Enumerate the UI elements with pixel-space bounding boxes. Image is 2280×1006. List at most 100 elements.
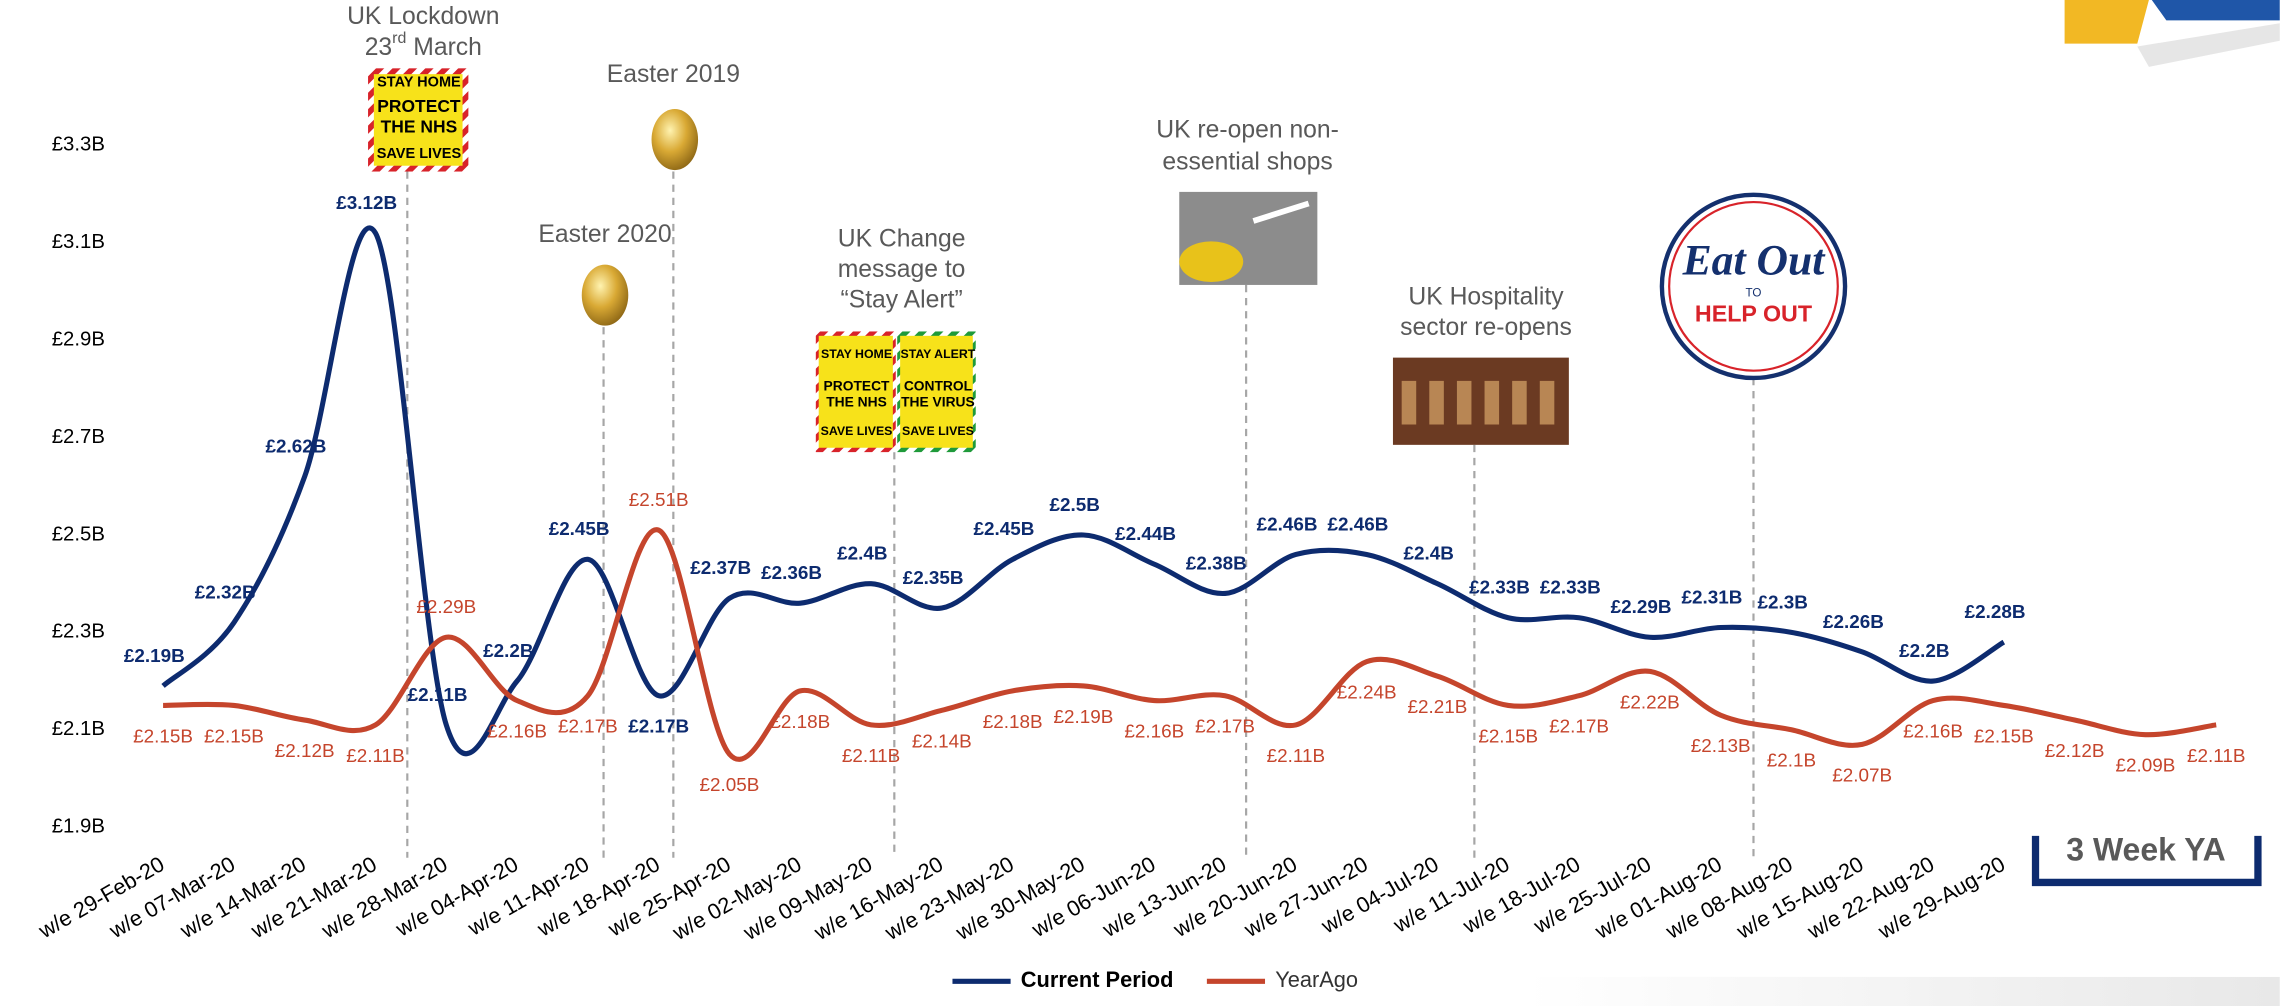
- photo-detail: [1456, 380, 1472, 425]
- note: 3 Week YA: [2066, 831, 2225, 867]
- value-label: £2.3B: [1758, 592, 1808, 613]
- value-label: £2.29B: [1611, 597, 1672, 618]
- sign-text: STAY ALERT: [901, 347, 976, 361]
- value-label: £2.17B: [628, 717, 689, 738]
- series-line: [163, 527, 2217, 762]
- y-tick-label: £2.3B: [52, 621, 105, 643]
- value-label: £2.51B: [629, 490, 689, 511]
- value-label: £2.15B: [204, 726, 264, 747]
- annotation-text: “Stay Alert”: [840, 286, 962, 313]
- value-label: £2.19B: [124, 646, 185, 667]
- sign-text: TO: [1746, 287, 1762, 300]
- value-label: £2.15B: [133, 726, 193, 747]
- y-tick-label: £3.3B: [52, 134, 105, 156]
- value-label: £2.29B: [416, 597, 476, 618]
- value-label: £3.12B: [336, 193, 397, 214]
- value-label: £2.17B: [1195, 717, 1255, 738]
- legend-label: YearAgo: [1275, 967, 1358, 992]
- sign-text: PROTECT: [377, 96, 461, 116]
- note-box: 3 Week YA: [2031, 831, 2262, 887]
- value-label: £2.1B: [1767, 751, 1816, 772]
- annotation-text: message to: [838, 256, 966, 283]
- value-label: £2.28B: [1965, 602, 2026, 623]
- value-label: £2.4B: [1404, 544, 1454, 565]
- egg-image: [581, 264, 629, 326]
- value-label: £2.16B: [487, 722, 547, 743]
- value-label: £2.11B: [346, 746, 404, 767]
- annotation-text: UK re-open non-: [1156, 116, 1339, 143]
- y-tick-label: £2.1B: [52, 718, 105, 740]
- sign-text: Eat Out: [1682, 237, 1827, 285]
- photo-detail: [1179, 241, 1244, 283]
- note-bracket: [2031, 835, 2262, 887]
- value-label: £2.21B: [1408, 697, 1468, 718]
- sign-image: [900, 335, 973, 448]
- annotation-date-part: March: [406, 34, 481, 61]
- value-label: £2.17B: [1549, 717, 1609, 738]
- series-line: [161, 225, 2006, 757]
- value-label: £2.36B: [761, 563, 822, 584]
- value-label: £2.33B: [1469, 578, 1530, 599]
- value-label: £2.15B: [1974, 726, 2034, 747]
- value-label: £2.07B: [1832, 765, 1892, 786]
- value-label: £2.18B: [983, 712, 1043, 733]
- value-label: £2.26B: [1823, 612, 1884, 633]
- value-label: £2.46B: [1257, 514, 1318, 535]
- y-tick-label: £2.5B: [52, 523, 105, 545]
- value-label: £2.22B: [1620, 692, 1680, 713]
- sign-image: [373, 74, 463, 166]
- value-label: £2.11B: [1267, 746, 1325, 767]
- value-label: £2.44B: [1115, 524, 1176, 545]
- annotation-text: UK Lockdown: [347, 3, 499, 30]
- annotation-text: Easter 2020: [538, 221, 671, 248]
- value-label: £2.62B: [266, 436, 327, 457]
- y-tick-label: £3.1B: [52, 231, 105, 253]
- annotation-date-part: 23: [365, 34, 392, 61]
- value-label: £2.46B: [1327, 514, 1388, 535]
- value-label: £2.2B: [1899, 641, 1949, 662]
- value-label: £2.11B: [2187, 746, 2245, 767]
- value-label: £2.12B: [2045, 741, 2105, 762]
- annotation-text: UK Change: [838, 225, 966, 252]
- y-tick-label: £2.9B: [52, 329, 105, 351]
- value-label: £2.14B: [912, 731, 972, 752]
- egg-image: [651, 109, 699, 171]
- value-label: £2.19B: [1054, 707, 1114, 728]
- value-label: £2.4B: [837, 544, 887, 565]
- value-label: £2.33B: [1540, 578, 1601, 599]
- annotation-text: Easter 2019: [607, 61, 740, 88]
- footer-band: [1526, 976, 2280, 1006]
- sign-text: SAVE LIVES: [377, 146, 462, 162]
- value-label: £2.18B: [770, 712, 830, 733]
- value-label: £2.16B: [1124, 722, 1184, 743]
- sign-text: STAY HOME: [377, 75, 461, 91]
- value-label: £2.5B: [1050, 495, 1100, 516]
- sign-image: [1668, 200, 1839, 372]
- photo-detail: [1484, 380, 1500, 425]
- photo-detail: [1401, 380, 1417, 425]
- photo-detail: [1429, 380, 1444, 425]
- annotation-date-part: rd: [392, 30, 406, 47]
- value-label: £2.11B: [408, 685, 468, 706]
- value-label: £2.2B: [483, 641, 533, 662]
- value-label: £2.09B: [2116, 756, 2176, 777]
- y-tick-label: £2.7B: [52, 426, 105, 448]
- sign-text: SAVE LIVES: [821, 424, 893, 438]
- annotation-text: essential shops: [1162, 148, 1332, 175]
- annotation-text: UK Hospitality: [1408, 284, 1564, 311]
- sign-text: THE NHS: [826, 393, 887, 409]
- sign-image: [818, 335, 893, 448]
- value-label: £2.37B: [690, 558, 751, 579]
- value-label: £2.45B: [549, 519, 610, 540]
- y-tick-label: £1.9B: [52, 816, 105, 838]
- sign-text: PROTECT: [824, 377, 890, 393]
- sign-text: HELP OUT: [1695, 301, 1812, 327]
- annotation-date: 23rd March: [365, 30, 482, 60]
- annotation-text: sector re-opens: [1400, 314, 1572, 341]
- value-label: £2.38B: [1186, 553, 1247, 574]
- value-label: £2.12B: [275, 741, 335, 762]
- value-label: £2.15B: [1478, 726, 1538, 747]
- value-label: £2.31B: [1681, 587, 1742, 608]
